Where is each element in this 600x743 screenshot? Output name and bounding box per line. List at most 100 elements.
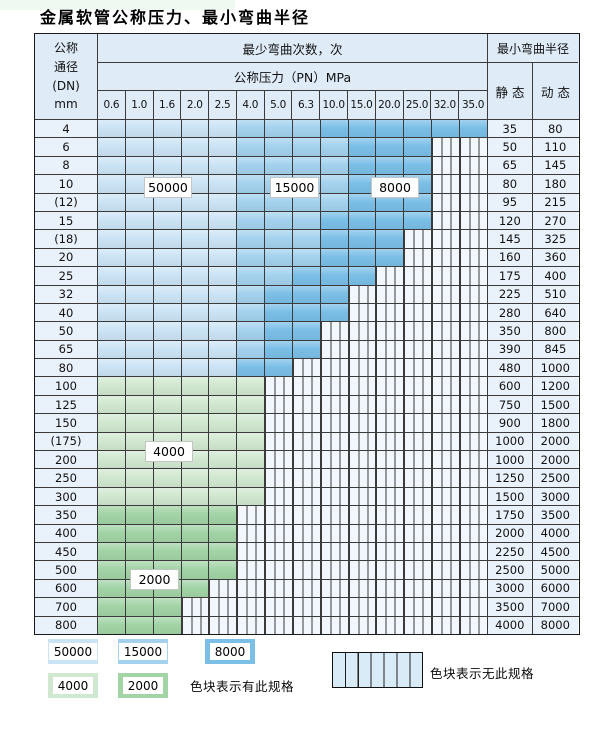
pressure-cell [320, 616, 349, 634]
pressure-cell [292, 120, 321, 138]
static-radius-cell: 1500 [487, 487, 533, 506]
pressure-cell [320, 432, 349, 451]
pressure-cell [292, 285, 321, 303]
pressure-cell [209, 211, 238, 230]
static-radius-cell: 600 [487, 377, 533, 395]
pressure-cell [376, 487, 405, 506]
pressure-cell [125, 340, 154, 359]
pressure-cell [376, 598, 405, 616]
pressure-cell [209, 303, 238, 322]
pressure-cell [153, 248, 182, 267]
legend-swatch: 50000 [48, 639, 98, 664]
table-row: 350 1750 3500 [35, 506, 579, 525]
dn-cell: 450 [35, 542, 98, 561]
dn-header-cell: 公称 通径 (DN) mm [35, 34, 98, 119]
pressure-cell [153, 524, 182, 542]
static-header-cell: 静 态 [488, 63, 533, 119]
pressure-cell [432, 193, 460, 211]
static-radius-cell: 480 [487, 359, 533, 377]
pressure-cell [292, 211, 321, 230]
pressure-cell [404, 451, 433, 469]
pressure-cell [209, 598, 238, 616]
pressure-cell [125, 377, 154, 395]
pressure-cell [98, 487, 126, 506]
pressure-cell [320, 377, 349, 395]
static-radius-cell: 1750 [487, 506, 533, 524]
legend-swatch-label: 2000 [122, 677, 164, 694]
pressure-cell [209, 579, 238, 598]
pressure-cell [376, 506, 405, 524]
pressure-cell [209, 340, 238, 359]
pressure-cell [348, 359, 377, 377]
legend-swatch-label: 8000 [209, 643, 251, 660]
dynamic-radius-cell: 4000 [532, 524, 578, 542]
pressure-cell [432, 175, 460, 193]
pressure-cell [153, 303, 182, 322]
pressure-cell [237, 230, 266, 248]
pressure-cell [432, 267, 460, 285]
pressure-cell [125, 359, 154, 377]
static-radius-cell: 1000 [487, 451, 533, 469]
dn-header-line: 公称 [53, 41, 78, 56]
pressure-cell [292, 248, 321, 267]
pressure-cell [376, 395, 405, 414]
pressure-cell [153, 616, 182, 634]
pressure-cell [125, 156, 154, 175]
pressure-cell [153, 322, 182, 340]
pressure-cell [320, 414, 349, 432]
pressure-cell [292, 469, 321, 487]
pressure-cell [237, 211, 266, 230]
pressure-cell [265, 120, 293, 138]
pressure-cell [376, 542, 405, 561]
pressure-cell [237, 487, 266, 506]
dynamic-header-cell: 动 态 [541, 84, 570, 100]
dynamic-radius-cell: 510 [532, 285, 578, 303]
pressure-cell [292, 230, 321, 248]
dn-cell: 20 [35, 248, 98, 267]
table-row: 32 225 510 [35, 285, 579, 304]
pressure-cell [265, 285, 293, 303]
pressure-cell [459, 138, 488, 156]
pressure-cell [404, 230, 433, 248]
pressure-cell [237, 542, 266, 561]
pressure-cell [98, 230, 126, 248]
pressure-cell [153, 156, 182, 175]
pressure-cell [209, 359, 238, 377]
pressure-cell [404, 377, 433, 395]
table-row: 250 1250 2500 [35, 469, 579, 488]
pressure-cell [404, 285, 433, 303]
pressure-cell [459, 120, 488, 138]
pressure-cell [376, 432, 405, 451]
pressure-cell [209, 506, 238, 524]
pressure-cell [181, 524, 210, 542]
pressure-value-cell: 10.0 [320, 91, 349, 119]
pressure-cell [98, 524, 126, 542]
pressure-cell [181, 340, 210, 359]
pressure-cell [459, 561, 488, 579]
legend-swatch-label: 50000 [48, 643, 98, 660]
pressure-cell [209, 414, 238, 432]
pressure-cell [348, 451, 377, 469]
pressure-cell [265, 451, 293, 469]
pressure-cell [265, 616, 293, 634]
dynamic-radius-cell: 8000 [532, 616, 578, 634]
pressure-cell [98, 211, 126, 230]
static-radius-cell: 1250 [487, 469, 533, 487]
pressure-cell [98, 175, 126, 193]
dn-cell: (175) [35, 432, 98, 451]
pressure-cell [292, 138, 321, 156]
pressure-cell [348, 579, 377, 598]
pressure-cell [265, 267, 293, 285]
pressure-cell [237, 469, 266, 487]
pressure-cell [320, 267, 349, 285]
table-row: 125 750 1500 [35, 395, 579, 415]
pressure-cell [404, 432, 433, 451]
pressure-cell [404, 524, 433, 542]
pressure-cell [320, 175, 349, 193]
pressure-cell [459, 285, 488, 303]
table-row: 15 120 270 [35, 211, 579, 231]
static-radius-cell: 4000 [487, 616, 533, 634]
dynamic-radius-cell: 2000 [532, 432, 578, 451]
pressure-cell [237, 248, 266, 267]
dynamic-radius-cell: 360 [532, 248, 578, 267]
